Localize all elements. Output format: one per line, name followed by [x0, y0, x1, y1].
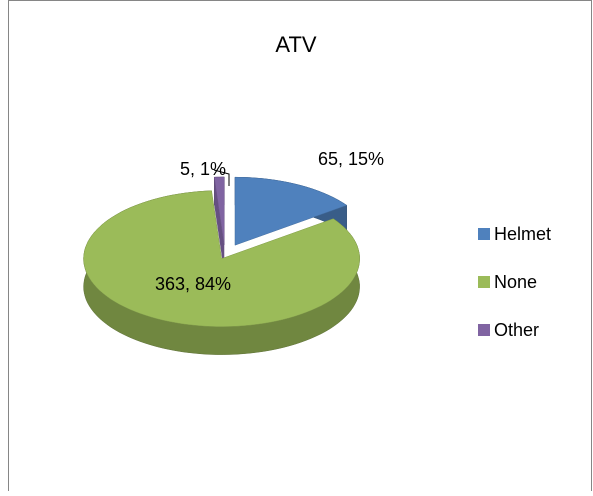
chart-title: ATV — [275, 32, 316, 57]
data-label: 363, 84% — [155, 274, 231, 294]
slice — [83, 190, 360, 327]
legend-swatch — [478, 324, 490, 336]
legend-swatch — [478, 276, 490, 288]
legend-label: Helmet — [494, 224, 551, 244]
data-label: 5, 1% — [180, 159, 226, 179]
legend-label: None — [494, 272, 537, 292]
slice-wall — [214, 177, 225, 274]
leader-line — [213, 169, 230, 186]
legend-swatch — [478, 228, 490, 240]
legend-label: Other — [494, 320, 539, 340]
slice — [234, 176, 348, 246]
data-label: 65, 15% — [318, 149, 384, 169]
slice — [214, 176, 225, 246]
